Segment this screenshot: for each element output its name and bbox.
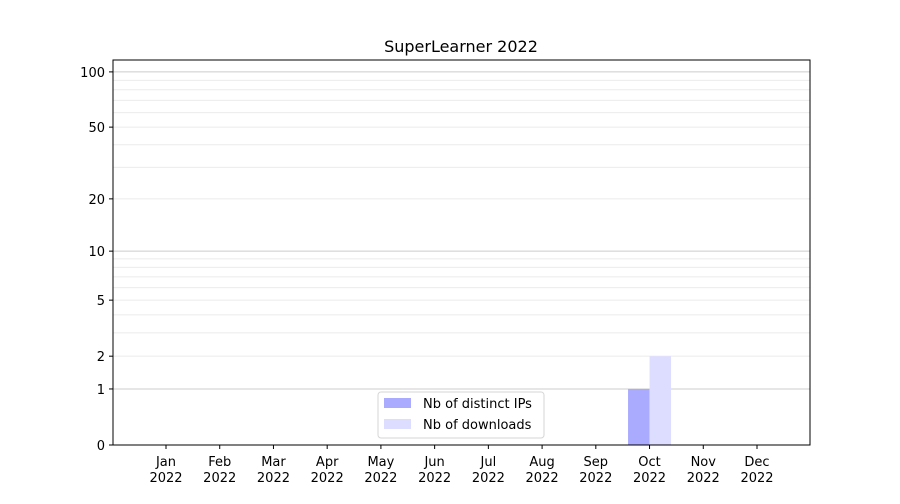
x-tick-label: Jun 2022	[418, 455, 451, 486]
chart-title: SuperLearner 2022	[384, 37, 538, 56]
x-tick-label: Apr 2022	[311, 455, 344, 486]
legend-box	[377, 391, 545, 439]
plot-frame	[112, 59, 811, 446]
x-tick-label: Jan 2022	[149, 455, 182, 486]
y-tick-label: 50	[88, 121, 105, 136]
bar-nb-of-downloads	[649, 356, 672, 445]
legend-swatch	[384, 419, 411, 429]
legend-label: Nb of downloads	[423, 418, 532, 433]
y-tick-label: 2	[97, 350, 105, 365]
y-tick-label: 10	[88, 245, 105, 260]
x-tick-label: Oct 2022	[633, 455, 666, 486]
x-tick-label: Jul 2022	[472, 455, 505, 486]
y-tick-label: 0	[97, 439, 105, 454]
x-tick-label: Mar 2022	[257, 455, 290, 486]
x-tick-label: Sep 2022	[579, 455, 612, 486]
y-tick-label: 1	[97, 383, 105, 398]
y-tick-label: 20	[88, 193, 105, 208]
legend: Nb of distinct IPs Nb of downloads	[377, 391, 545, 439]
y-tick-label: 100	[80, 66, 105, 81]
legend-label: Nb of distinct IPs	[423, 397, 532, 412]
x-tick-label: Dec 2022	[740, 455, 773, 486]
y-tick-label: 5	[97, 294, 105, 309]
x-tick-label: Feb 2022	[203, 455, 236, 486]
x-tick-label: May 2022	[364, 455, 397, 486]
x-tick-label: Nov 2022	[687, 455, 720, 486]
bar-nb-of-distinct-ips	[628, 388, 650, 445]
x-tick-label: Aug 2022	[526, 455, 559, 486]
legend-swatch	[384, 398, 411, 408]
